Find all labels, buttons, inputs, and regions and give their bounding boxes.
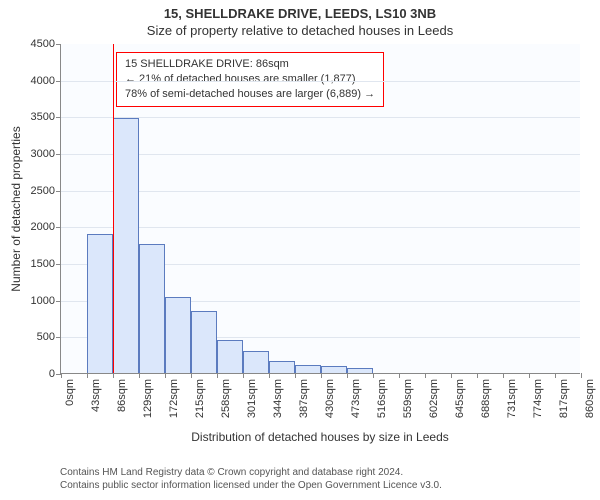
- x-tick-label: 430sqm: [324, 379, 336, 418]
- x-tick-mark: [451, 373, 452, 378]
- x-tick-label: 387sqm: [298, 379, 310, 418]
- histogram-bar: [347, 368, 373, 373]
- histogram-bar: [243, 351, 269, 373]
- x-tick-mark: [165, 373, 166, 378]
- x-tick-mark: [347, 373, 348, 378]
- histogram-bar: [295, 365, 321, 373]
- x-tick-label: 645sqm: [454, 379, 466, 418]
- property-marker-line: [113, 44, 114, 373]
- x-tick-label: 516sqm: [376, 379, 388, 418]
- x-tick-label: 774sqm: [532, 379, 544, 418]
- footer-attribution: Contains HM Land Registry data © Crown c…: [60, 466, 590, 492]
- x-tick-label: 129sqm: [142, 379, 154, 418]
- y-axis-label: Number of detached properties: [9, 126, 23, 291]
- histogram-bar: [269, 361, 295, 373]
- annotation-line2: ← 21% of detached houses are smaller (1,…: [125, 72, 375, 87]
- chart-container: 15, SHELLDRAKE DRIVE, LEEDS, LS10 3NB Si…: [0, 0, 600, 500]
- y-tick-label: 4500: [31, 38, 61, 50]
- x-tick-label: 43sqm: [90, 379, 102, 412]
- histogram-bar: [191, 311, 217, 373]
- x-tick-mark: [61, 373, 62, 378]
- y-tick-label: 500: [37, 331, 61, 343]
- x-tick-mark: [503, 373, 504, 378]
- histogram-bar: [321, 366, 347, 373]
- chart-title: 15, SHELLDRAKE DRIVE, LEEDS, LS10 3NB: [0, 0, 600, 23]
- x-tick-mark: [191, 373, 192, 378]
- x-tick-mark: [477, 373, 478, 378]
- x-tick-mark: [425, 373, 426, 378]
- x-tick-label: 860sqm: [584, 379, 596, 418]
- y-tick-label: 2500: [31, 185, 61, 197]
- gridline: [61, 81, 580, 82]
- y-tick-label: 1500: [31, 258, 61, 270]
- x-tick-mark: [295, 373, 296, 378]
- histogram-bar: [113, 118, 139, 373]
- x-tick-label: 172sqm: [168, 379, 180, 418]
- y-tick-label: 3500: [31, 111, 61, 123]
- x-tick-mark: [243, 373, 244, 378]
- x-tick-mark: [373, 373, 374, 378]
- x-tick-label: 0sqm: [64, 379, 76, 406]
- x-tick-mark: [139, 373, 140, 378]
- x-tick-label: 301sqm: [246, 379, 258, 418]
- y-tick-label: 4000: [31, 75, 61, 87]
- chart-subtitle: Size of property relative to detached ho…: [0, 23, 600, 40]
- x-tick-label: 344sqm: [272, 379, 284, 418]
- x-tick-label: 688sqm: [480, 379, 492, 418]
- x-tick-mark: [581, 373, 582, 378]
- y-tick-label: 1000: [31, 295, 61, 307]
- annotation-box: 15 SHELLDRAKE DRIVE: 86sqm ← 21% of deta…: [116, 52, 384, 107]
- x-tick-label: 602sqm: [428, 379, 440, 418]
- x-tick-mark: [113, 373, 114, 378]
- x-tick-label: 559sqm: [402, 379, 414, 418]
- x-tick-label: 817sqm: [558, 379, 570, 418]
- x-tick-mark: [529, 373, 530, 378]
- annotation-line3: 78% of semi-detached houses are larger (…: [125, 87, 375, 102]
- x-tick-label: 473sqm: [350, 379, 362, 418]
- histogram-bar: [139, 244, 165, 373]
- x-tick-label: 215sqm: [194, 379, 206, 418]
- x-tick-mark: [399, 373, 400, 378]
- x-tick-mark: [269, 373, 270, 378]
- footer-line1: Contains HM Land Registry data © Crown c…: [60, 466, 590, 479]
- histogram-bar: [165, 297, 191, 373]
- histogram-bar: [217, 340, 243, 373]
- y-tick-label: 3000: [31, 148, 61, 160]
- x-tick-label: 86sqm: [116, 379, 128, 412]
- annotation-line1: 15 SHELLDRAKE DRIVE: 86sqm: [125, 57, 375, 72]
- x-tick-label: 731sqm: [506, 379, 518, 418]
- y-tick-label: 0: [49, 368, 61, 380]
- x-axis-label: Distribution of detached houses by size …: [191, 430, 449, 444]
- x-tick-label: 258sqm: [220, 379, 232, 418]
- footer-line2: Contains public sector information licen…: [60, 479, 590, 492]
- chart-plot-area: 15 SHELLDRAKE DRIVE: 86sqm ← 21% of deta…: [60, 44, 580, 374]
- histogram-bar: [87, 234, 113, 373]
- x-tick-mark: [87, 373, 88, 378]
- x-tick-mark: [555, 373, 556, 378]
- x-tick-mark: [217, 373, 218, 378]
- y-tick-label: 2000: [31, 221, 61, 233]
- x-tick-mark: [321, 373, 322, 378]
